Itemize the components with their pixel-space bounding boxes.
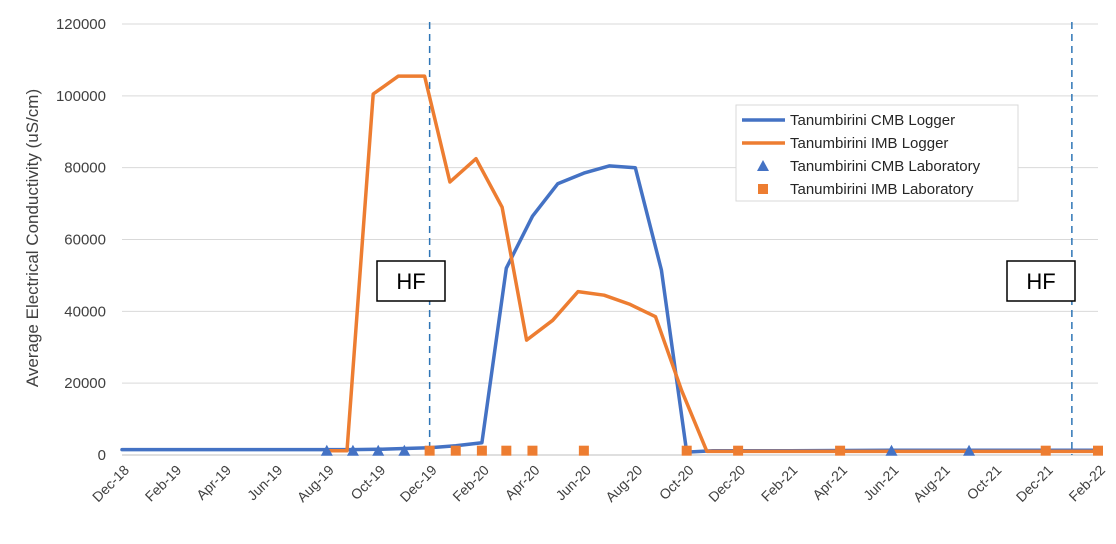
imb-lab-marker xyxy=(527,445,538,456)
legend-entry-label: Tanumbirini IMB Logger xyxy=(790,135,948,152)
imb-lab-marker xyxy=(450,445,461,456)
cmb-lab-marker xyxy=(885,444,898,456)
hf-label: HF xyxy=(1026,269,1055,294)
series-lines xyxy=(120,74,1100,454)
legend-entry-label: Tanumbirini IMB Laboratory xyxy=(790,181,974,198)
y-tick-label: 60000 xyxy=(64,232,106,249)
x-tick-label: Oct-19 xyxy=(347,462,388,503)
imb-lab-marker xyxy=(681,445,692,456)
x-tick-label: Dec-20 xyxy=(705,462,748,505)
y-tick-label: 80000 xyxy=(64,160,106,177)
cmb-lab-marker xyxy=(398,444,411,456)
hf-annotations: HF HF xyxy=(376,260,1076,302)
imb-lab-marker xyxy=(733,445,744,456)
x-tick-label: Jun-19 xyxy=(244,462,286,504)
y-tick-label: 100000 xyxy=(56,88,106,105)
x-tick-label: Dec-19 xyxy=(397,462,440,505)
x-tick-label: Feb-21 xyxy=(758,462,801,505)
imb-lab-marker xyxy=(501,445,512,456)
cmb-lab-marker xyxy=(346,444,359,456)
legend-triangle-swatch xyxy=(757,160,769,171)
y-tick-labels: 0 20000 40000 60000 80000 100000 120000 xyxy=(56,16,106,464)
y-tick-label: 0 xyxy=(98,447,106,464)
legend-entry-label: Tanumbirini CMB Laboratory xyxy=(790,158,981,175)
x-tick-label: Apr-20 xyxy=(502,462,543,503)
y-tick-label: 40000 xyxy=(64,303,106,320)
cmb-logger-line xyxy=(120,164,1100,454)
imb-lab-marker xyxy=(476,445,487,456)
hf-vertical-lines xyxy=(428,22,1073,455)
hf-box xyxy=(376,260,446,302)
x-tick-label: Apr-21 xyxy=(809,462,850,503)
cmb-lab-marker xyxy=(963,444,976,456)
series-markers xyxy=(320,444,1103,456)
x-tick-label: Oct-21 xyxy=(963,462,1004,503)
x-tick-label: Dec-21 xyxy=(1013,462,1056,505)
gridlines xyxy=(122,23,1098,456)
legend: Tanumbirini CMB Logger Tanumbirini IMB Lo… xyxy=(735,104,1019,202)
y-axis-title: Average Electrical Conductivity (uS/cm) xyxy=(23,89,42,387)
hf-label: HF xyxy=(396,269,425,294)
x-tick-label: Feb-22 xyxy=(1065,462,1108,505)
imb-lab-marker xyxy=(835,445,846,456)
x-tick-label: Oct-20 xyxy=(656,462,697,503)
cmb-lab-marker xyxy=(320,444,333,456)
x-tick-label: Aug-21 xyxy=(910,462,953,505)
x-tick-label: Jun-21 xyxy=(860,462,902,504)
x-tick-label: Aug-20 xyxy=(602,462,645,505)
cmb-lab-marker xyxy=(372,444,385,456)
hf-box xyxy=(1006,260,1076,302)
x-tick-label: Feb-19 xyxy=(142,462,185,505)
legend-square-swatch xyxy=(758,184,768,194)
x-tick-label: Aug-19 xyxy=(294,462,337,505)
imb-lab-marker xyxy=(578,445,589,456)
x-tick-label: Apr-19 xyxy=(193,462,234,503)
x-tick-labels: Dec-18 Feb-19 Apr-19 Jun-19 Aug-19 Oct-19 Dec-… xyxy=(89,462,1108,505)
y-tick-label: 120000 xyxy=(56,16,106,33)
imb-lab-marker xyxy=(1040,445,1051,456)
x-tick-label: Dec-18 xyxy=(89,462,132,505)
y-tick-label: 20000 xyxy=(64,375,106,392)
x-tick-label: Feb-20 xyxy=(449,462,492,505)
imb-lab-marker xyxy=(1093,445,1103,456)
imb-logger-line xyxy=(325,74,1100,454)
imb-lab-marker xyxy=(424,445,435,456)
x-tick-label: Jun-20 xyxy=(552,462,594,504)
legend-entry-label: Tanumbirini CMB Logger xyxy=(790,112,955,129)
